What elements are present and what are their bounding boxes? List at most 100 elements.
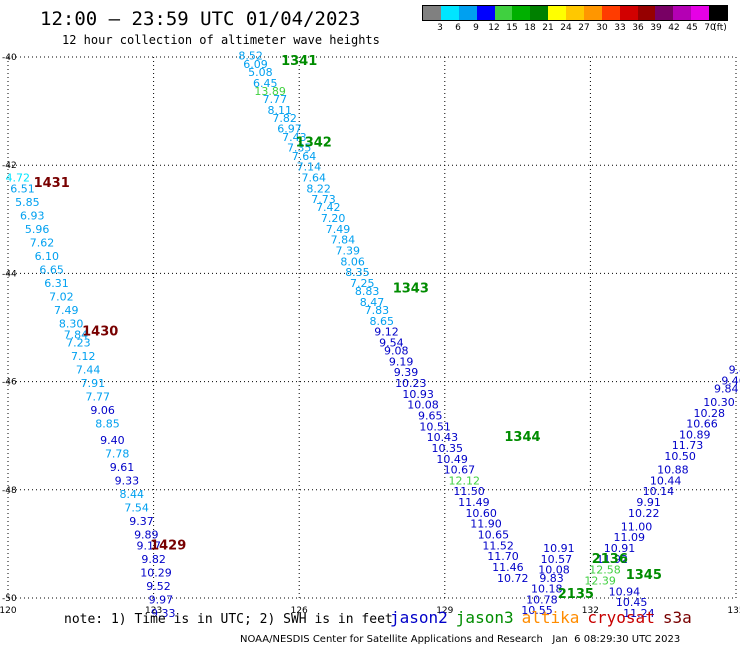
satellite-legend-item: s3a: [662, 608, 692, 627]
color-scale-label: 42: [668, 23, 680, 33]
swh-value: 6.10: [35, 250, 60, 263]
swh-value: 8.30: [59, 318, 84, 331]
color-scale-label: 9: [473, 23, 479, 33]
track-label: 2135: [558, 587, 594, 602]
swh-value: 10.65: [478, 528, 510, 541]
swh-value: 12.12: [448, 474, 480, 487]
color-scale-label: 70: [704, 23, 716, 33]
swh-value: 9.37: [129, 515, 154, 528]
swh-value: 7.39: [335, 244, 360, 257]
swh-value: 10.66: [686, 418, 718, 431]
swh-value: 8.83: [355, 285, 380, 298]
track-label: 1341: [281, 54, 317, 69]
swh-value: 10.44: [650, 474, 682, 487]
satellite-legend-item: jason2: [390, 608, 448, 627]
swh-value: 11.90: [470, 518, 502, 531]
swh-value: 11.09: [613, 531, 645, 544]
swh-value: 10.91: [543, 542, 575, 555]
swh-value: 10.14: [643, 485, 675, 498]
color-scale-swatches: [422, 5, 728, 21]
color-scale-label: 27: [578, 23, 590, 33]
swh-value: 10.08: [407, 399, 439, 412]
swh-value: 8.44: [120, 488, 145, 501]
track-label: 1343: [393, 281, 429, 296]
swh-value: 6.31: [44, 277, 69, 290]
swh-value: 9.65: [418, 409, 443, 422]
swh-value: 10.94: [609, 585, 641, 598]
swh-value: 7.49: [54, 304, 79, 317]
x-tick-label: 123: [145, 606, 162, 616]
color-swatch: [655, 6, 674, 20]
swh-value: 7.42: [316, 201, 341, 214]
color-swatch: [619, 6, 638, 20]
swh-value: 10.22: [628, 507, 660, 520]
swh-value: 9.39: [394, 366, 419, 379]
x-tick-label: 126: [291, 606, 308, 616]
color-scale-label: 18: [524, 23, 536, 33]
credit-line: NOAA/NESDIS Center for Satellite Applica…: [240, 634, 681, 645]
swh-value: 9.12: [374, 326, 399, 339]
color-swatch: [530, 6, 549, 20]
swh-value: 9.61: [110, 461, 135, 474]
color-swatch: [637, 6, 656, 20]
swh-value: 7.12: [71, 350, 96, 363]
swh-value: 7.77: [86, 391, 111, 404]
swh-value: 7.14: [297, 161, 322, 174]
track-label: 1431: [34, 176, 70, 191]
swh-value: 10.08: [538, 564, 570, 577]
swh-value: 6.09: [243, 58, 268, 71]
swh-value: 7.35: [287, 142, 312, 155]
color-scale-label: (ft): [713, 23, 727, 33]
color-swatch: [566, 6, 584, 20]
track-label: 1345: [626, 568, 662, 583]
y-tick-label: -50: [2, 594, 17, 604]
swh-value: 10.78: [526, 593, 558, 606]
chart-subtitle: 12 hour collection of altimeter wave hei…: [62, 33, 380, 47]
satellite-legend: jason2 jason3 altika cryosat s3a: [390, 608, 700, 627]
x-tick-label: 135: [727, 606, 740, 616]
color-scale-labels: 3 6 9 12 15 18 21 24 27 30 33 36 39 42 45 70 (ft): [422, 21, 728, 35]
swh-value: 7.23: [66, 336, 91, 349]
swh-value: 9.97: [149, 593, 174, 606]
color-swatch: [583, 6, 602, 20]
swh-value: 7.82: [272, 112, 297, 125]
x-tick-label: 120: [0, 606, 17, 616]
swh-value: 7.83: [365, 304, 390, 317]
color-scale-label: 12: [488, 23, 500, 33]
swh-value: 9.08: [384, 345, 409, 358]
swh-value: 6.51: [10, 182, 35, 195]
track-label: 1344: [504, 430, 540, 445]
swh-value: 10.49: [436, 453, 468, 466]
swh-value: 7.20: [321, 212, 346, 225]
swh-value: 7.54: [124, 501, 149, 514]
color-scale-label: 36: [632, 23, 644, 33]
swh-value: 7.02: [49, 290, 74, 303]
track-label: 1429: [150, 538, 186, 553]
y-tick-label: -40: [2, 53, 17, 63]
swh-value: 10.91: [604, 542, 636, 555]
swh-value: 9.91: [636, 496, 661, 509]
swh-value: 7.78: [105, 447, 130, 460]
color-scale-legend: 3 6 9 12 15 18 21 24 27 30 33 36 39 42 45 70 (ft): [422, 5, 728, 35]
swh-value: 7.43: [282, 131, 307, 144]
swh-value: 4.72: [5, 171, 30, 184]
color-swatch: [440, 6, 459, 20]
color-scale-label: 6: [455, 23, 461, 33]
swh-value: 11.50: [453, 485, 485, 498]
swh-value: 8.06: [340, 255, 365, 268]
swh-value: 10.60: [465, 507, 497, 520]
swh-value: 10.18: [531, 583, 563, 596]
color-scale-label: 30: [596, 23, 608, 33]
swh-value: 8.11: [268, 104, 293, 117]
color-scale-label: 24: [560, 23, 572, 33]
swh-value: 10.72: [497, 572, 529, 585]
swh-value: 5.96: [25, 223, 50, 236]
swh-value: 11.24: [623, 607, 655, 620]
swh-value: 6.93: [20, 209, 45, 222]
color-swatch: [691, 6, 709, 20]
swh-value: 7.73: [311, 193, 336, 206]
swh-value: 11.00: [621, 520, 653, 533]
swh-value: 7.77: [263, 93, 288, 106]
swh-value: 9.06: [90, 404, 115, 417]
color-swatch: [709, 6, 727, 20]
